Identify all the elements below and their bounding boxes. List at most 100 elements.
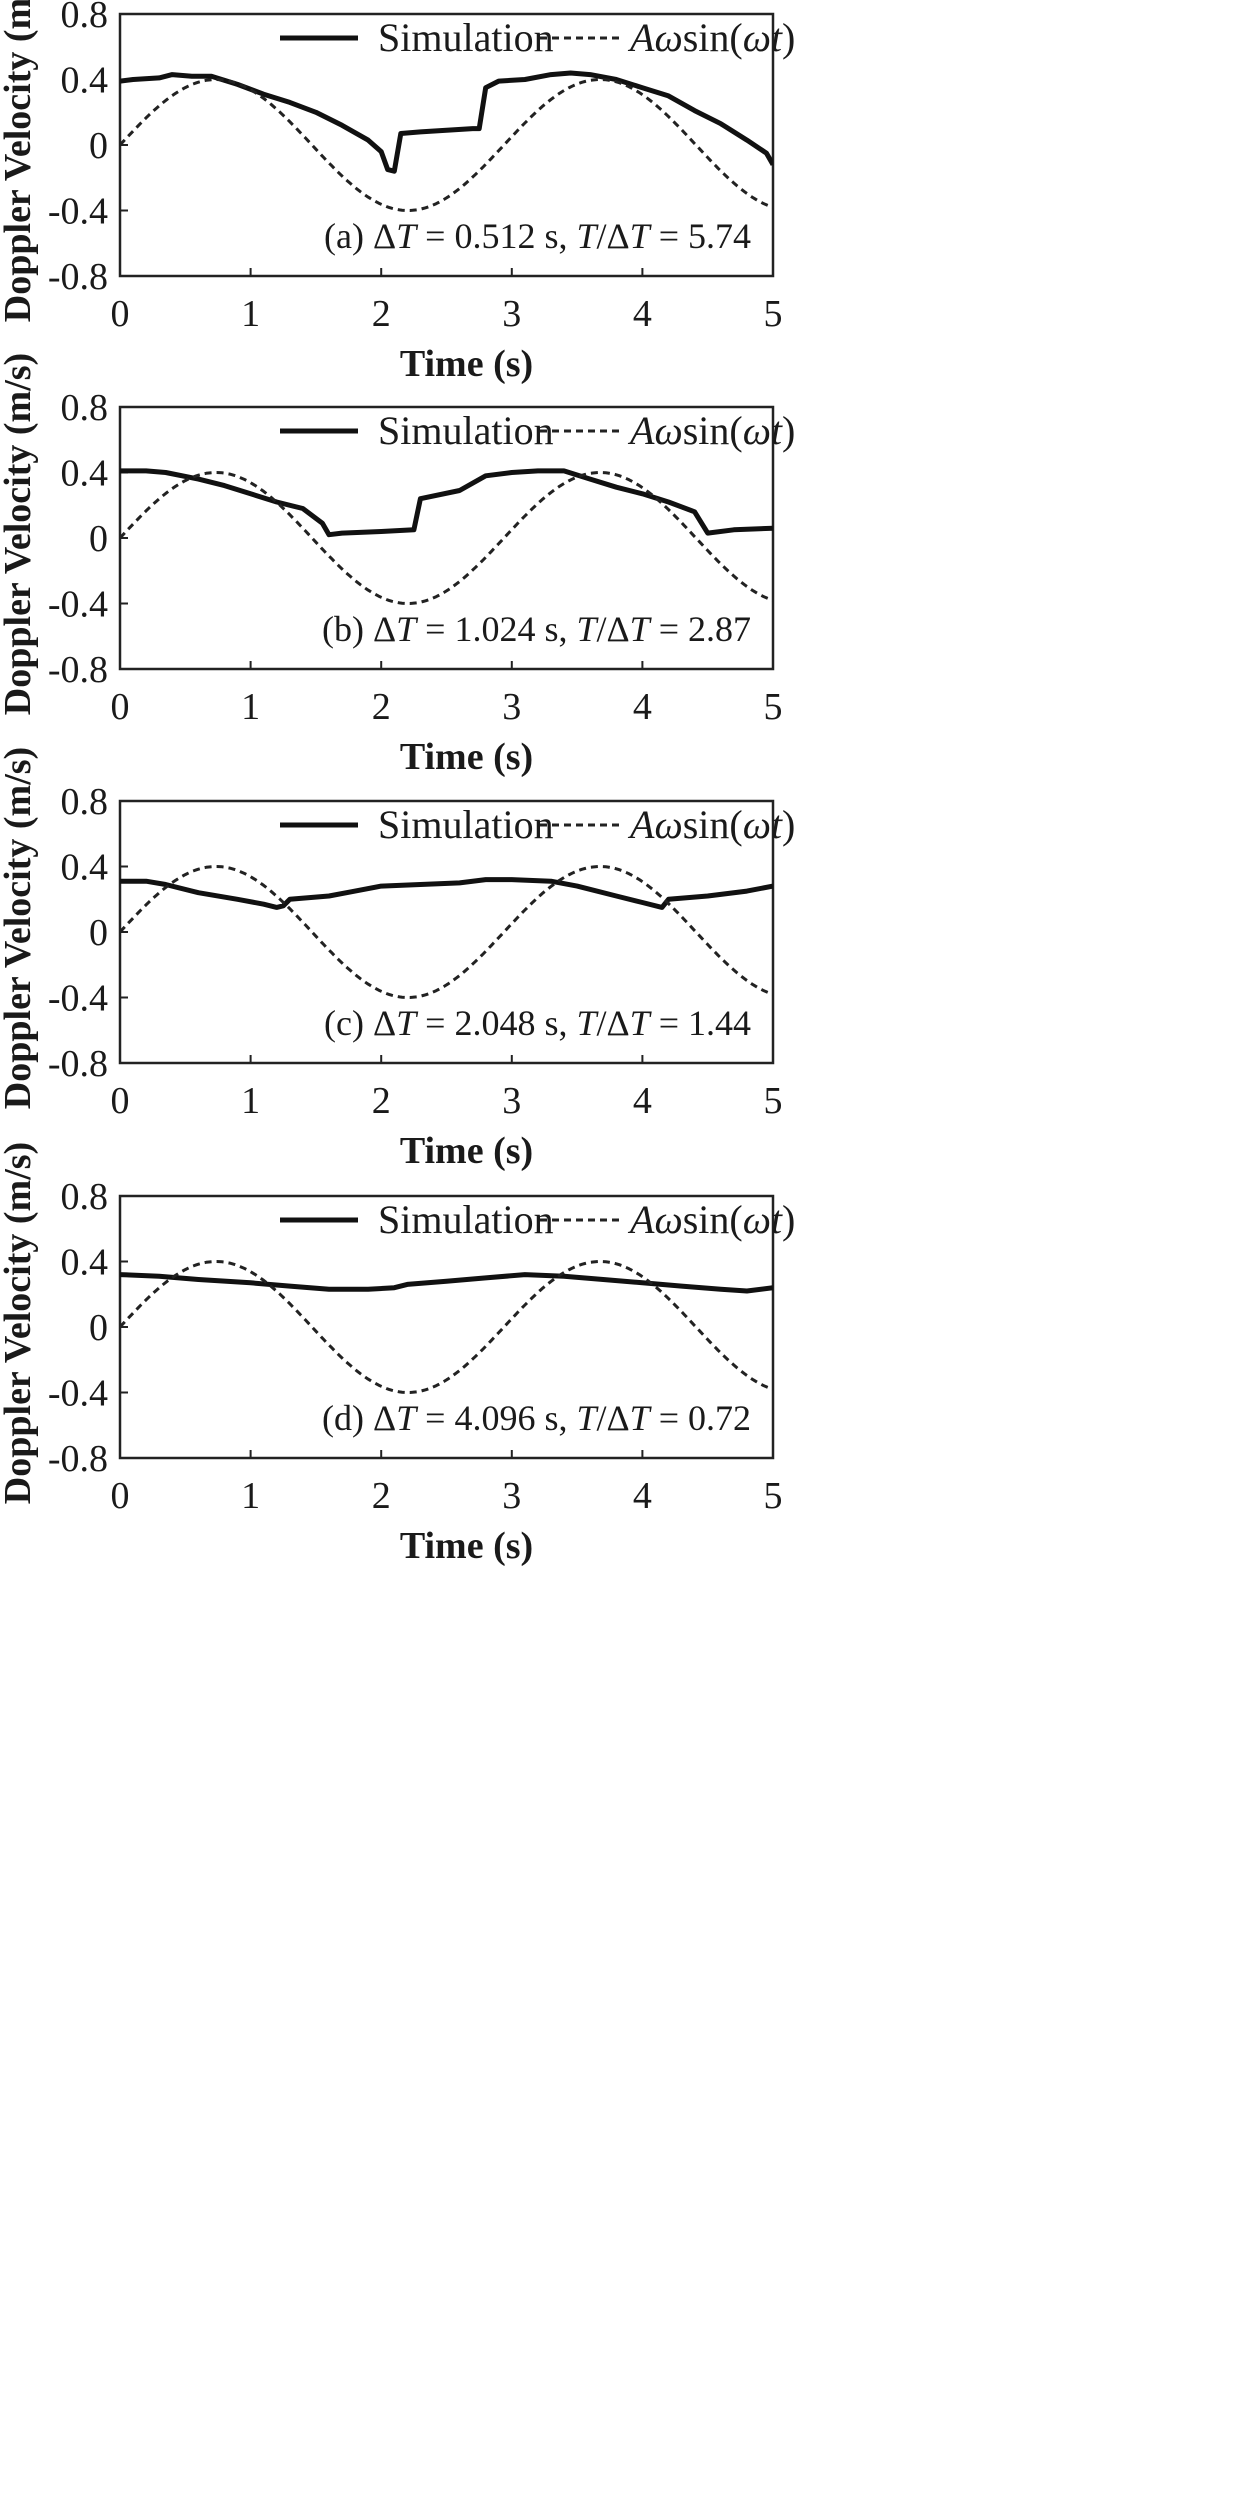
annotation-part: T (576, 1003, 599, 1043)
y-tick-label: 0 (89, 518, 108, 560)
x-tick-label: 1 (241, 1080, 260, 1122)
simulation-series-line (120, 70, 773, 174)
annotation-part: T (630, 609, 653, 649)
x-axis-title: Time (s) (400, 343, 533, 385)
y-tick-label: 0.8 (61, 1176, 109, 1218)
legend-simulation-label: Simulation (378, 802, 554, 847)
x-axis-title: Time (s) (400, 1130, 533, 1172)
legend-reference-part: ) (782, 408, 795, 453)
x-tick-label: 2 (372, 1475, 391, 1517)
annotation-part: (a) (324, 216, 373, 256)
y-tick-label: 0.4 (61, 453, 109, 495)
legend-simulation-label: Simulation (378, 408, 554, 453)
legend-reference-label: Aωsin(ωt) (627, 408, 795, 453)
legend-reference-part: ωt (743, 408, 783, 453)
legend-reference-part: sin( (683, 802, 743, 847)
legend-reference-part: ) (782, 1197, 795, 1242)
annotation-part: T (576, 609, 599, 649)
y-tick-label: 0 (89, 1307, 108, 1349)
x-axis-title: Time (s) (400, 736, 533, 778)
annotation-part: = 4.096 s, (416, 1398, 576, 1438)
legend-reference-part: ωt (743, 15, 783, 60)
x-tick-label: 2 (372, 686, 391, 728)
annotation-part: T (630, 216, 653, 256)
legend-reference-label: Aωsin(ωt) (627, 802, 795, 847)
annotation-part: T (396, 1003, 419, 1043)
x-tick-label: 5 (764, 686, 783, 728)
x-tick-label: 5 (764, 293, 783, 335)
annotation-part: /Δ (597, 216, 630, 256)
annotation-part: T (576, 216, 599, 256)
legend-reference-label: Aωsin(ωt) (627, 15, 795, 60)
x-tick-label: 5 (764, 1080, 783, 1122)
legend-reference-part: ωt (743, 1197, 783, 1242)
annotation-part: Δ (373, 216, 396, 256)
reference-sine-series-line (120, 78, 773, 212)
legend-reference-part: A (627, 802, 655, 847)
legend-reference-label: Aωsin(ωt) (627, 1197, 795, 1242)
y-tick-label: 0.8 (61, 781, 109, 823)
y-tick-label: -0.4 (48, 1373, 108, 1415)
x-tick-label: 3 (502, 1080, 521, 1122)
annotation-part: /Δ (597, 609, 630, 649)
annotation-part: Δ (373, 609, 396, 649)
legend-reference-part: ω (654, 408, 682, 453)
x-tick-label: 0 (111, 1080, 130, 1122)
legend-reference-part: ωt (743, 802, 783, 847)
legend-simulation-label: Simulation (378, 1197, 554, 1242)
reference-sine-series-line (120, 1260, 773, 1394)
x-tick-label: 3 (502, 1475, 521, 1517)
x-tick-label: 1 (241, 293, 260, 335)
simulation-series-line (120, 1272, 773, 1294)
annotation-part: T (630, 1398, 653, 1438)
y-tick-label: 0 (89, 125, 108, 167)
annotation-part: (c) (324, 1003, 373, 1043)
annotation-part: (b) (322, 609, 373, 649)
y-axis-title: Doppler Velocity (m/s) (0, 1142, 39, 1504)
annotation-part: = 5.74 (650, 216, 751, 256)
x-tick-label: 4 (633, 686, 652, 728)
panel-annotation: (d) ΔT = 4.096 s, T/ΔT = 0.72 (322, 1398, 751, 1438)
annotation-part: Δ (373, 1398, 396, 1438)
y-tick-label: 0 (89, 912, 108, 954)
annotation-part: = 2.048 s, (416, 1003, 576, 1043)
reference-sine-series-line (120, 865, 773, 999)
panel-annotation: (c) ΔT = 2.048 s, T/ΔT = 1.44 (324, 1003, 751, 1043)
y-tick-label: -0.4 (48, 191, 108, 233)
legend-reference-part: ω (654, 802, 682, 847)
annotation-part: = 0.512 s, (416, 216, 576, 256)
y-tick-label: 0.8 (61, 0, 109, 36)
x-tick-label: 4 (633, 1475, 652, 1517)
annotation-part: = 1.44 (650, 1003, 751, 1043)
legend-reference-part: A (627, 1197, 655, 1242)
panel-annotation: (b) ΔT = 1.024 s, T/ΔT = 2.87 (322, 609, 751, 649)
legend-reference-part: A (627, 15, 655, 60)
legend-reference-part: sin( (683, 1197, 743, 1242)
annotation-part: T (396, 609, 419, 649)
y-axis-title: Doppler Velocity (m/s) (0, 747, 39, 1109)
x-tick-label: 0 (111, 293, 130, 335)
annotation-part: = 0.72 (650, 1398, 751, 1438)
annotation-part: T (396, 1398, 419, 1438)
x-tick-label: 2 (372, 293, 391, 335)
simulation-series-line (120, 468, 773, 538)
y-tick-label: 0.8 (61, 387, 109, 429)
y-tick-label: -0.8 (48, 256, 108, 298)
annotation-part: = 1.024 s, (416, 609, 576, 649)
legend-reference-part: sin( (683, 408, 743, 453)
y-tick-label: -0.8 (48, 649, 108, 691)
x-tick-label: 0 (111, 1475, 130, 1517)
simulation-series-line (120, 877, 773, 910)
annotation-part: = 2.87 (650, 609, 751, 649)
annotation-part: /Δ (597, 1398, 630, 1438)
legend-simulation-label: Simulation (378, 15, 554, 60)
legend-reference-part: ω (654, 1197, 682, 1242)
x-tick-label: 0 (111, 686, 130, 728)
x-tick-label: 5 (764, 1475, 783, 1517)
x-tick-label: 1 (241, 686, 260, 728)
